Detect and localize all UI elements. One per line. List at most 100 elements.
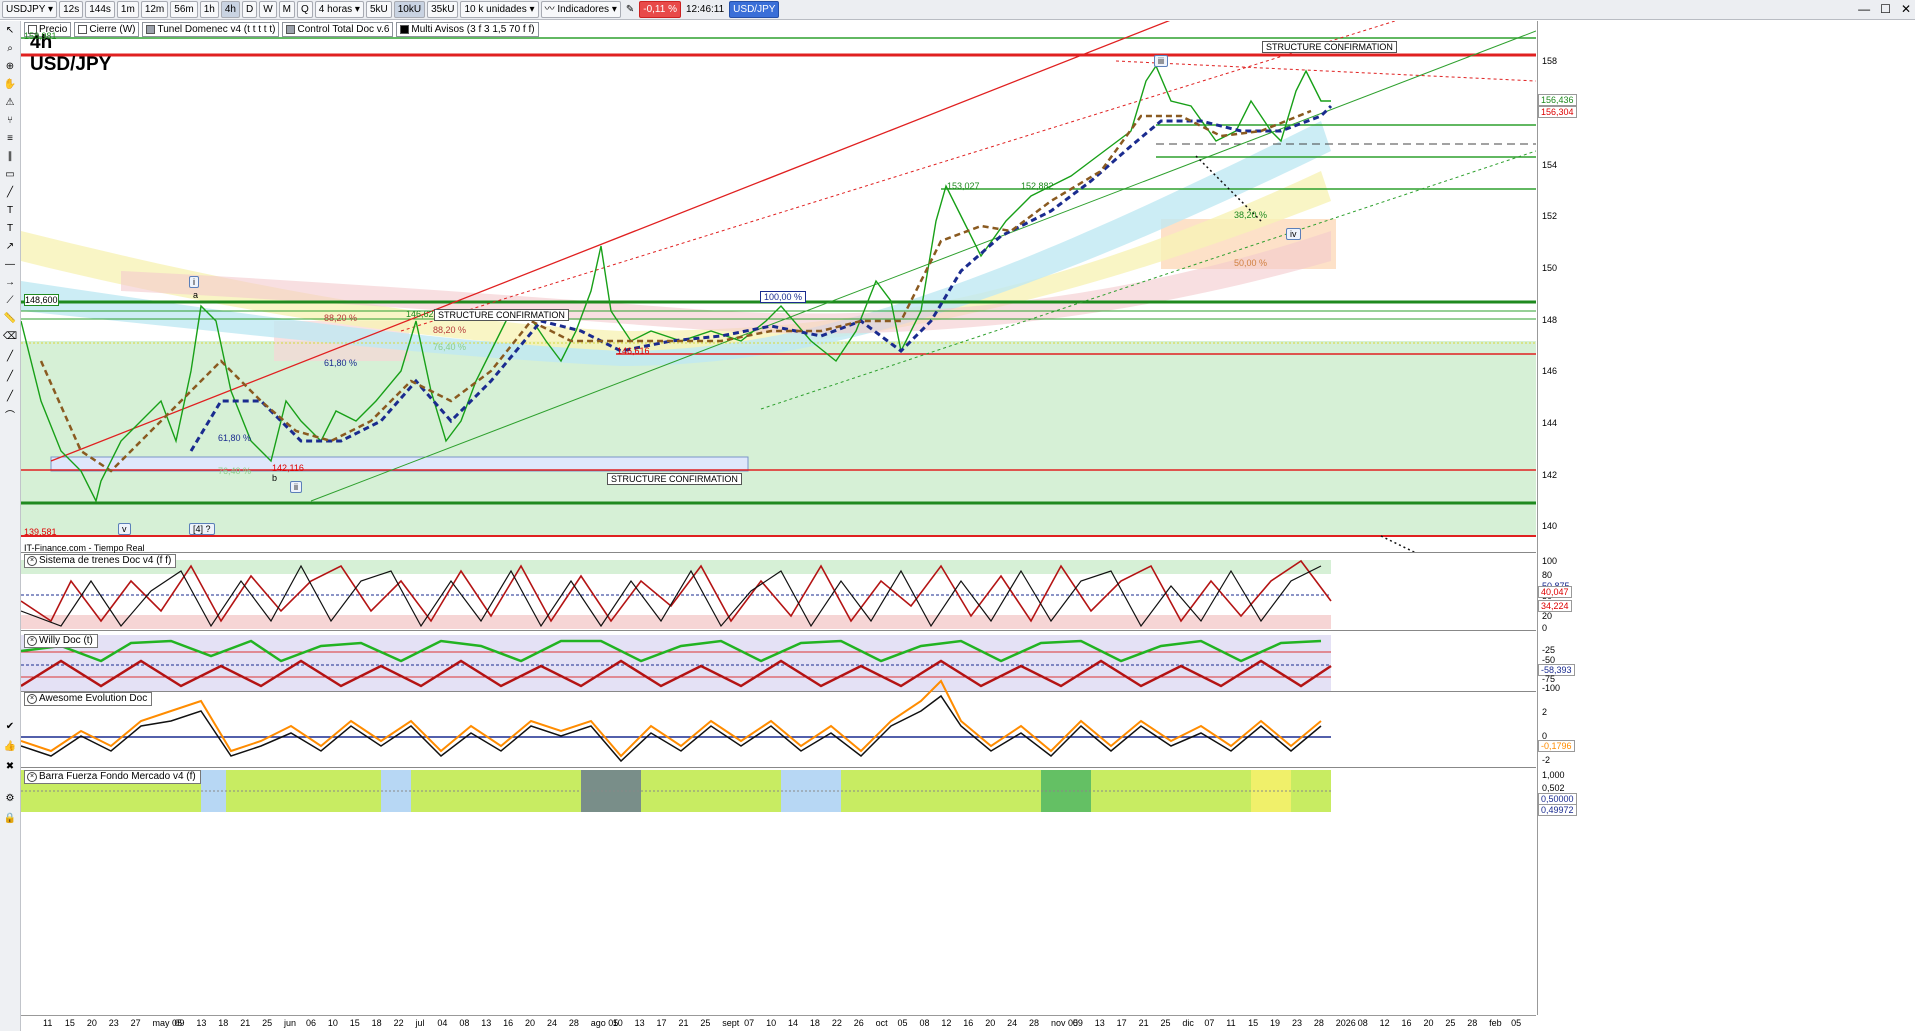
trend-line: [1115, 60, 1536, 82]
indicator-badge: 0,49972: [1538, 804, 1577, 816]
panel-title-awesome[interactable]: × Awesome Evolution Doc: [24, 692, 153, 706]
rect-icon[interactable]: ▭: [5, 169, 15, 180]
ray-icon[interactable]: →: [5, 277, 15, 288]
alert-icon[interactable]: ⚠: [5, 97, 15, 108]
y-tick: -25: [1542, 645, 1556, 655]
legend-item[interactable]: Precio: [24, 21, 72, 37]
legend-swatch: [28, 24, 37, 34]
timeframe-m[interactable]: M: [278, 1, 295, 18]
trend-icon[interactable]: ⟋: [6, 295, 14, 306]
timeframe-12s[interactable]: 12s: [59, 1, 84, 18]
settings-icon[interactable]: ⚙: [5, 793, 15, 804]
red-line-icon[interactable]: ╱: [6, 351, 14, 362]
panel-close-icon[interactable]: ×: [27, 636, 37, 646]
panel-title-fuerza[interactable]: × Barra Fuerza Fondo Mercado v4 (f): [24, 770, 201, 784]
arrow-icon[interactable]: ↗: [5, 241, 15, 252]
lock-icon[interactable]: 🔒: [3, 813, 17, 824]
ruler-icon[interactable]: 📏: [3, 313, 17, 324]
x-tick: 28: [1029, 1018, 1040, 1028]
fork-icon[interactable]: ⑂: [7, 115, 13, 126]
text-color-icon[interactable]: T: [6, 223, 14, 234]
willy-red-line: [21, 659, 1332, 688]
tunnel-cyan: [21, 121, 1331, 366]
unit-10ku[interactable]: 10kU: [393, 1, 426, 18]
trend-line: [310, 30, 1536, 502]
thumbs-up-icon[interactable]: 👍: [3, 741, 17, 752]
panel-close-icon[interactable]: ×: [27, 556, 37, 566]
timeframe-q[interactable]: Q: [297, 1, 313, 18]
curve-icon[interactable]: ⌒: [5, 411, 15, 422]
legend-item[interactable]: Tunel Domenec v4 (t t t t t): [142, 21, 280, 37]
time-axis[interactable]: 11 15 20 23 27 may 05 09 13 18 21 25 jun 06 10 15 18 22 j…: [21, 1015, 1536, 1032]
timeframe-w[interactable]: W: [259, 1, 277, 18]
text-icon[interactable]: T: [6, 205, 14, 216]
timeframe-1h[interactable]: 1h: [199, 1, 219, 18]
timeframe-title: 4h: [30, 32, 53, 53]
minimize-icon[interactable]: —: [1858, 2, 1871, 16]
hand-icon[interactable]: ✋: [3, 79, 17, 90]
chart-canvas[interactable]: [21, 21, 1536, 1015]
zoom-icon[interactable]: ⊕: [5, 61, 15, 72]
trenes-overbought-zone: [21, 560, 1331, 574]
timeframe-d[interactable]: D: [241, 1, 258, 18]
check-icon[interactable]: ✔: [5, 721, 15, 732]
timeframe-56m[interactable]: 56m: [170, 1, 198, 18]
channel-icon[interactable]: ∥: [7, 151, 13, 162]
hline-icon[interactable]: ―: [5, 259, 15, 270]
y-tick: 20: [1542, 611, 1553, 621]
delete-icon[interactable]: ✖: [5, 761, 15, 772]
line-icon[interactable]: ╱: [6, 187, 14, 198]
x-tick: 10: [766, 1018, 777, 1028]
unit-5ku[interactable]: 5kU: [365, 1, 392, 18]
period-selector[interactable]: 4 horas ▾: [314, 1, 364, 18]
maximize-icon[interactable]: ☐: [1880, 2, 1891, 16]
trenes-red-line: [21, 559, 1332, 623]
x-tick: 05: [1511, 1018, 1522, 1028]
structure-confirmation-label: STRUCTURE CONFIRMATION: [607, 473, 742, 485]
panel-divider: [21, 767, 1536, 768]
indicators-icon: 〰: [544, 4, 555, 15]
tunnel-yellow: [21, 171, 1331, 351]
legend-item[interactable]: Multi Avisos (3 f 3 1,5 70 f f): [396, 21, 539, 37]
indicators-button[interactable]: 〰 Indicadores ▾: [540, 1, 621, 18]
legend-item[interactable]: Cierre (W): [74, 21, 140, 37]
top-toolbar: USDJPY ▾ 12s 144s 1m 12m 56m 1h 4h D W M…: [0, 0, 1915, 20]
timeframe-12m[interactable]: 12m: [140, 1, 169, 18]
price-label: 139,581: [24, 527, 57, 537]
timeframe-4h[interactable]: 4h: [220, 1, 240, 18]
eraser-icon[interactable]: ⌫: [3, 331, 18, 342]
y-tick: 152: [1542, 211, 1558, 221]
draw-icon[interactable]: ✎: [625, 4, 635, 15]
panel-title-willy[interactable]: × Willy Doc (t): [24, 634, 98, 648]
price-axis[interactable]: 158 156 154 152 150 148 146 144 142 140 …: [1537, 21, 1915, 1015]
panel-close-icon[interactable]: ×: [27, 694, 37, 704]
x-tick: 13: [196, 1018, 207, 1028]
quantity-selector[interactable]: 10 k unidades ▾: [460, 1, 539, 18]
y-tick: -50: [1542, 655, 1556, 665]
x-tick: 16: [1401, 1018, 1412, 1028]
price-label: 158,981: [24, 31, 57, 41]
panel-title-trenes[interactable]: × Sistema de trenes Doc v4 (f f): [24, 554, 177, 568]
x-tick: ago 05: [590, 1018, 619, 1028]
cursor-icon[interactable]: ↖: [5, 25, 15, 36]
x-tick: 16: [503, 1018, 514, 1028]
symbol-selector[interactable]: USDJPY ▾: [2, 1, 58, 18]
magnifier-icon[interactable]: ⌕: [7, 43, 13, 54]
y-tick: 80: [1542, 570, 1553, 580]
close-icon[interactable]: ✕: [1900, 2, 1911, 16]
green-line-icon[interactable]: ╱: [6, 391, 14, 402]
willy-green-line: [21, 639, 1322, 663]
timeframe-144s[interactable]: 144s: [85, 1, 115, 18]
fib-label: 100,00 %: [760, 291, 807, 303]
unit-35ku[interactable]: 35kU: [427, 1, 459, 18]
panel-close-icon[interactable]: ×: [27, 772, 37, 782]
indicator-badge: -0,1796: [1538, 740, 1575, 752]
x-tick: 25: [1445, 1018, 1456, 1028]
timeframe-1m[interactable]: 1m: [116, 1, 139, 18]
y-tick: 140: [1542, 521, 1558, 531]
blue-line-icon[interactable]: ╱: [6, 371, 14, 382]
fib-icon[interactable]: ≡: [7, 133, 13, 144]
x-tick: 2026: [1335, 1018, 1356, 1028]
legend-item[interactable]: Control Total Doc v.6: [282, 21, 394, 37]
y-tick: 142: [1542, 470, 1558, 480]
